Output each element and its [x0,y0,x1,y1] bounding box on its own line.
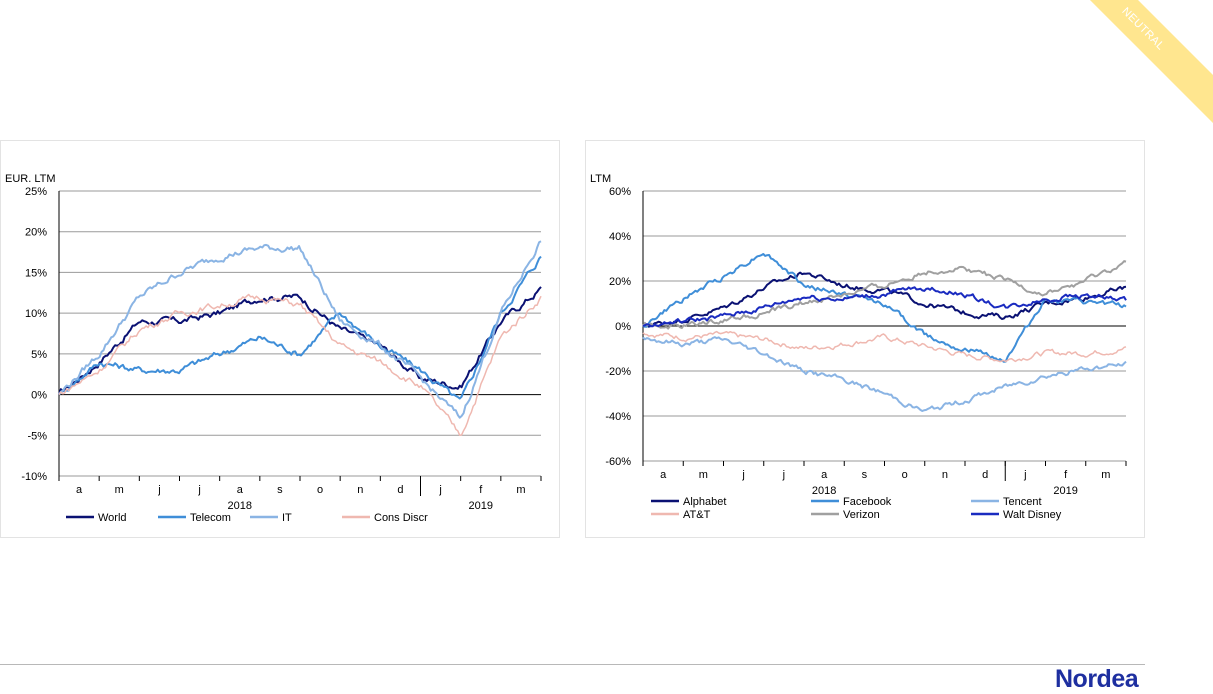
y-tick-label: 15% [25,267,47,279]
legend-label: Telecom [190,512,231,524]
x-tick-label: d [982,469,988,481]
year-label: 2018 [228,500,252,512]
series-line-world [58,286,542,395]
x-tick-label: m [699,469,708,481]
x-tick-label: j [438,484,441,496]
legend-label: World [98,512,127,524]
x-tick-label: a [660,469,667,481]
chart-panel-sectors: -10% -5% 0% 5% 10% 15% 20% 25% EUR. LTM a m j j a s o n d… [0,140,560,538]
legend-label: AT&T [683,509,711,521]
footer-divider [0,664,1145,665]
x-tick-label: j [741,469,744,481]
sector-performance-chart: -10% -5% 0% 5% 10% 15% 20% 25%EUR. LTM a m j j a s o n d… [5,173,542,524]
year-label: 2019 [469,500,493,512]
y-tick-label: 20% [25,227,47,239]
y-tick-label: 20% [609,276,631,288]
y-axis-title: EUR. LTM [5,173,56,185]
x-tick-label: o [317,484,323,496]
x-tick-label: m [516,484,525,496]
legend-label: Walt Disney [1003,509,1062,521]
x-tick-label: s [862,469,868,481]
year-label: 2018 [812,485,836,497]
x-tick-label: a [821,469,828,481]
legend-label: Verizon [843,509,880,521]
x-tick-label: f [1064,469,1068,481]
nordea-logo: Nordea [1055,665,1139,693]
series-line-at-t [642,330,1127,363]
series-line-facebook [642,253,1127,363]
y-tick-label: 25% [25,186,47,198]
y-tick-label: 5% [31,349,47,361]
x-tick-label: d [397,484,403,496]
x-tick-label: s [277,484,283,496]
legend-label: IT [282,512,292,524]
neutral-ribbon: NEUTRAL [1031,0,1213,141]
legend-label: Cons Discr [374,512,428,524]
x-tick-label: m [115,484,124,496]
x-tick-label: m [1101,469,1110,481]
x-tick-label: j [782,469,785,481]
stock-performance-chart: -60% -40% -20% 0% 20% 40% 60%LTM a m j j a s o n d j f m 20… [590,173,1127,521]
year-label: 2019 [1053,485,1077,497]
x-tick-label: j [1023,469,1026,481]
y-axis-title: LTM [590,173,611,185]
x-tick-label: n [942,469,948,481]
x-tick-label: a [76,484,83,496]
series-line-cons-discr [58,293,542,437]
series-line-tencent [642,336,1127,412]
y-tick-label: -60% [605,456,631,468]
y-tick-label: -5% [27,430,47,442]
y-tick-label: 10% [25,308,47,320]
legend-label: Alphabet [683,496,726,508]
series-line-walt-disney [642,286,1127,328]
x-tick-label: a [237,484,244,496]
x-tick-label: j [197,484,200,496]
y-tick-label: 40% [609,231,631,243]
y-tick-label: 60% [609,186,631,198]
legend-label: Facebook [843,496,892,508]
legend-label: Tencent [1003,496,1042,508]
x-tick-label: n [357,484,363,496]
series-line-verizon [642,260,1127,330]
x-tick-label: o [902,469,908,481]
x-tick-label: j [157,484,160,496]
y-tick-label: -40% [605,411,631,423]
chart-panel-stocks: -60% -40% -20% 0% 20% 40% 60% LTM a m j j a s o n d j f m 20… [585,140,1145,538]
y-tick-label: -20% [605,366,631,378]
y-tick-label: -10% [21,471,47,483]
series-line-it [58,240,542,419]
y-tick-label: 0% [31,390,47,402]
y-tick-label: 0% [615,321,631,333]
x-tick-label: f [479,484,483,496]
series-line-telecom [58,255,542,400]
ribbon-label: NEUTRAL [1119,5,1167,53]
